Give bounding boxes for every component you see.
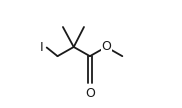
Text: O: O — [85, 87, 95, 100]
Text: I: I — [39, 41, 43, 54]
Text: O: O — [101, 40, 111, 53]
